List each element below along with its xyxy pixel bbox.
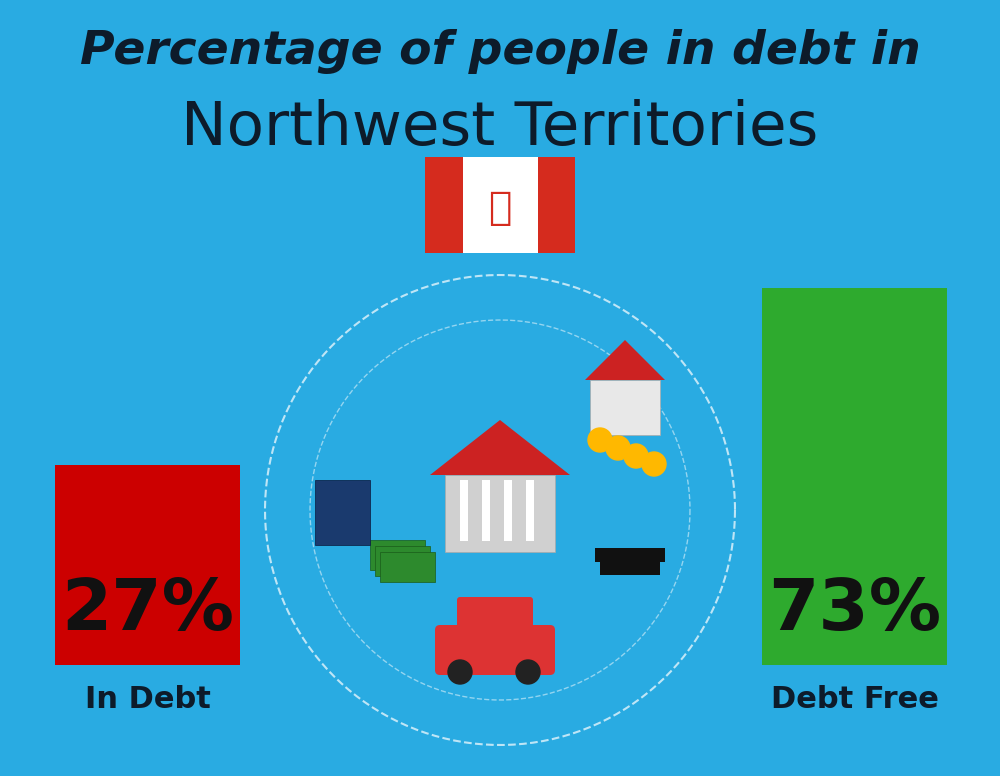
FancyBboxPatch shape (460, 480, 468, 541)
Circle shape (588, 428, 612, 452)
FancyBboxPatch shape (482, 480, 490, 541)
Polygon shape (430, 420, 570, 475)
FancyBboxPatch shape (380, 552, 435, 582)
FancyBboxPatch shape (375, 546, 430, 576)
Text: Percentage of people in debt in: Percentage of people in debt in (80, 29, 920, 74)
Text: In Debt: In Debt (85, 685, 210, 715)
Circle shape (516, 660, 540, 684)
FancyBboxPatch shape (504, 480, 512, 541)
FancyBboxPatch shape (425, 157, 575, 253)
FancyBboxPatch shape (445, 475, 555, 552)
FancyBboxPatch shape (435, 625, 555, 675)
FancyBboxPatch shape (55, 465, 240, 665)
FancyBboxPatch shape (315, 480, 370, 545)
FancyBboxPatch shape (425, 157, 462, 253)
Circle shape (606, 436, 630, 460)
Circle shape (642, 452, 666, 476)
FancyBboxPatch shape (595, 548, 665, 562)
Text: 🍁: 🍁 (488, 189, 512, 227)
FancyBboxPatch shape (762, 288, 947, 665)
FancyBboxPatch shape (600, 560, 660, 575)
Circle shape (624, 444, 648, 468)
FancyBboxPatch shape (590, 380, 660, 435)
FancyBboxPatch shape (526, 480, 534, 541)
Text: Northwest Territories: Northwest Territories (181, 99, 819, 158)
Text: 27%: 27% (61, 576, 234, 645)
Text: Debt Free: Debt Free (771, 685, 938, 715)
Polygon shape (585, 340, 665, 380)
Circle shape (448, 660, 472, 684)
FancyBboxPatch shape (457, 597, 533, 638)
FancyBboxPatch shape (370, 540, 425, 570)
FancyBboxPatch shape (538, 157, 575, 253)
Text: 73%: 73% (768, 576, 941, 645)
